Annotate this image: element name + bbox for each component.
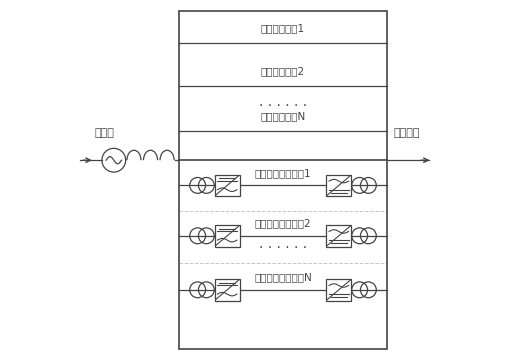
- Text: 柔性直流输电线路N: 柔性直流输电线路N: [254, 272, 312, 282]
- Text: · · · · · ·: · · · · · ·: [259, 99, 307, 113]
- Bar: [326, 225, 351, 247]
- Bar: [215, 175, 240, 196]
- Text: 交流输电线路N: 交流输电线路N: [261, 111, 306, 121]
- Bar: [326, 279, 351, 301]
- Text: 电源侧: 电源侧: [95, 128, 115, 138]
- Text: 交流输电线路2: 交流输电线路2: [261, 66, 305, 76]
- Bar: [215, 225, 240, 247]
- Text: · · · · · ·: · · · · · ·: [259, 242, 307, 255]
- Bar: [179, 11, 388, 349]
- Text: 柔性直流输电线路2: 柔性直流输电线路2: [254, 218, 311, 228]
- Bar: [326, 175, 351, 196]
- Text: 受端电网: 受端电网: [394, 128, 420, 138]
- Text: 柔性直流输电线路1: 柔性直流输电线路1: [254, 168, 311, 178]
- Bar: [215, 279, 240, 301]
- Text: 交流输电线路1: 交流输电线路1: [261, 23, 305, 33]
